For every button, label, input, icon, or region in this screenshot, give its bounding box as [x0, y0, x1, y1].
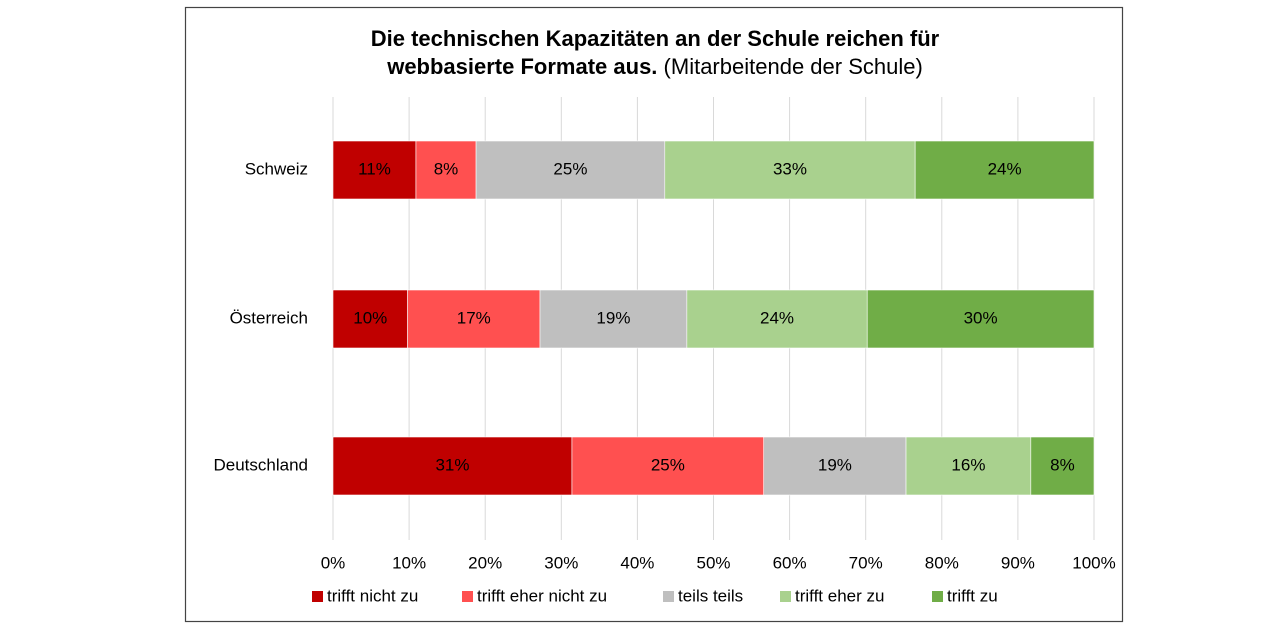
data-label: 33% — [773, 159, 807, 178]
legend-label: trifft eher nicht zu — [477, 586, 607, 605]
bar-segment — [475, 140, 666, 200]
legend-swatch — [932, 591, 943, 602]
x-tick-label: 70% — [849, 553, 883, 572]
x-tick-label: 30% — [544, 553, 578, 572]
x-tick-label: 50% — [696, 553, 730, 572]
data-label: 19% — [818, 455, 852, 474]
data-label: 25% — [553, 159, 587, 178]
y-tick-label: Schweiz — [245, 159, 308, 178]
bar-segment — [763, 436, 907, 496]
data-label: 17% — [457, 308, 491, 327]
y-tick-label: Deutschland — [213, 455, 308, 474]
bar-segment — [664, 140, 916, 200]
chart-subtitle: (Mitarbeitende der Schule) — [664, 54, 923, 79]
bar-segment — [686, 289, 868, 349]
x-tick-label: 40% — [620, 553, 654, 572]
bar-segment — [415, 140, 477, 200]
bar-segment — [332, 436, 573, 496]
data-label: 19% — [596, 308, 630, 327]
chart-title: webbasierte Formate aus. — [386, 54, 657, 79]
data-label: 31% — [435, 455, 469, 474]
bar-segment — [571, 436, 765, 496]
y-tick-label: Österreich — [230, 308, 308, 327]
x-tick-label: 80% — [925, 553, 959, 572]
bar-segment — [332, 289, 408, 349]
legend-swatch — [462, 591, 473, 602]
data-label: 11% — [358, 159, 391, 178]
legend-label: trifft nicht zu — [327, 586, 418, 605]
x-tick-label: 60% — [773, 553, 807, 572]
legend-label: trifft zu — [947, 586, 998, 605]
data-label: 8% — [1050, 455, 1075, 474]
chart-title: Die technischen Kapazitäten an der Schul… — [371, 26, 940, 51]
data-label: 25% — [651, 455, 685, 474]
legend-label: teils teils — [678, 586, 743, 605]
x-tick-label: 0% — [321, 553, 346, 572]
data-label: 24% — [760, 308, 794, 327]
data-label: 10% — [353, 308, 387, 327]
bar-segment — [905, 436, 1032, 496]
data-label: 30% — [964, 308, 998, 327]
bar-segment — [539, 289, 688, 349]
legend-swatch — [780, 591, 791, 602]
legend-label: trifft eher zu — [795, 586, 884, 605]
data-label: 8% — [434, 159, 459, 178]
bar-segment — [1030, 436, 1095, 496]
chart-title: webbasierte Formate aus. (Mitarbeitende … — [386, 54, 923, 79]
legend-swatch — [663, 591, 674, 602]
data-label: 24% — [988, 159, 1022, 178]
x-tick-label: 10% — [392, 553, 426, 572]
bar-segment — [332, 140, 417, 200]
x-tick-label: 20% — [468, 553, 502, 572]
x-tick-label: 100% — [1072, 553, 1115, 572]
data-label: 16% — [951, 455, 985, 474]
legend-swatch — [312, 591, 323, 602]
bar-segment — [866, 289, 1095, 349]
x-tick-label: 90% — [1001, 553, 1035, 572]
bar-segment — [914, 140, 1095, 200]
